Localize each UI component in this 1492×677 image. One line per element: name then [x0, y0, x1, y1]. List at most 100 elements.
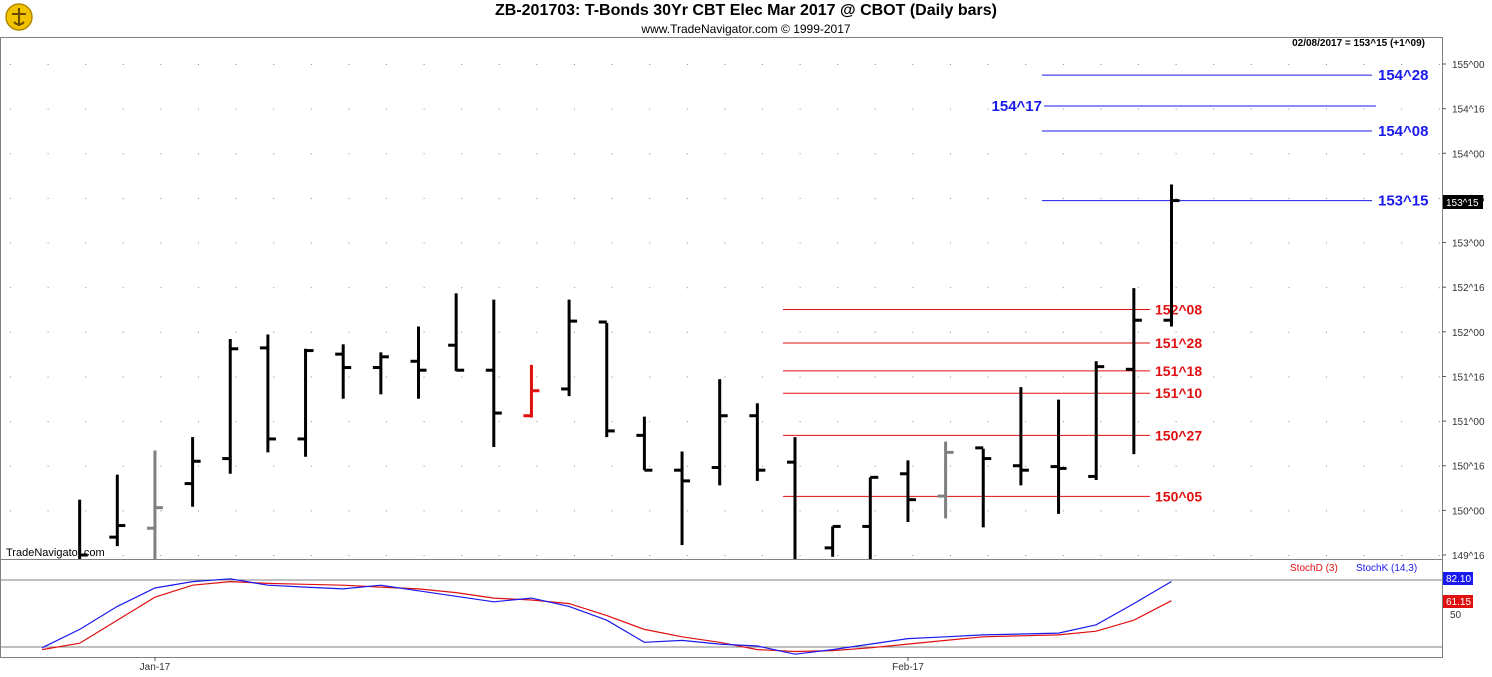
grid-dot: [85, 64, 87, 65]
grid-dot: [536, 197, 538, 199]
ohlc-bar: [787, 437, 797, 559]
grid-dot: [649, 555, 651, 556]
grid-dot: [649, 376, 651, 378]
grid-dot: [1100, 421, 1102, 423]
grid-dot: [1401, 197, 1403, 199]
ohlc-bar: [259, 334, 276, 453]
grid-dot: [1250, 376, 1252, 378]
grid-dot: [122, 331, 124, 333]
grid-dot: [1025, 331, 1027, 333]
ohlc-bar: [335, 344, 352, 399]
chart-subtitle: www.TradeNavigator.com © 1999-2017: [641, 22, 851, 36]
grid-dot: [649, 510, 651, 512]
grid-dot: [1175, 108, 1177, 110]
grid-dot: [950, 242, 951, 244]
grid-dot: [611, 242, 613, 244]
grid-dot: [536, 108, 538, 110]
grid-dot: [386, 421, 387, 423]
grid-dot: [1100, 465, 1102, 467]
grid-dot: [724, 287, 726, 289]
grid-dot: [1213, 331, 1215, 333]
watermark: TradeNavigator.com: [6, 547, 105, 559]
grid-dot: [273, 376, 275, 378]
ohlc-bar: [372, 352, 389, 395]
grid-dot: [987, 331, 989, 333]
grid-dot: [649, 197, 651, 199]
grid-dot: [1363, 376, 1365, 378]
grid-dot: [47, 421, 49, 423]
grid-dot: [1175, 555, 1177, 556]
grid-dot: [1363, 287, 1365, 289]
grid-dot: [198, 376, 199, 378]
grid-dot: [799, 108, 801, 110]
grid-dot: [574, 465, 575, 467]
grid-dot: [47, 108, 49, 110]
ohlc-bar: [146, 450, 163, 559]
grid-dot: [386, 153, 387, 155]
grid-dot: [611, 555, 613, 556]
grid-dot: [273, 510, 275, 512]
grid-dot: [574, 421, 575, 423]
grid-dot: [536, 465, 538, 467]
grid-dot: [47, 510, 49, 512]
grid-dot: [574, 197, 575, 199]
grid-dot: [498, 331, 500, 333]
price-levels: 154^28 154^17 154^08 153^15 152^08 151^28 151^…: [783, 67, 1428, 504]
grid-dot: [1438, 555, 1440, 556]
grid-dot: [874, 153, 876, 155]
grid-dot: [574, 510, 575, 512]
grid-dot: [1438, 197, 1440, 199]
grid-dot: [1288, 197, 1290, 199]
grid-dot: [1326, 287, 1327, 289]
grid-dot: [837, 465, 839, 467]
stochd-line: [41, 580, 1172, 653]
grid-dot: [686, 242, 688, 244]
grid-dot: [47, 331, 49, 333]
grid-dot: [386, 331, 387, 333]
grid-dot: [235, 287, 237, 289]
grid-dot: [386, 108, 387, 110]
grid-dot: [423, 108, 425, 110]
grid-dot: [498, 287, 500, 289]
price-tick-label: 150^16: [1452, 462, 1485, 473]
grid-dot: [273, 242, 275, 244]
grid-dot: [1025, 376, 1027, 378]
grid-dot: [235, 555, 237, 556]
grid-dot: [1025, 64, 1027, 65]
grid-dot: [1438, 465, 1440, 467]
grid-dot: [423, 287, 425, 289]
grid-dot: [1213, 153, 1215, 155]
stochd-legend: StochD (3): [1290, 563, 1338, 574]
grid-dot: [1250, 510, 1252, 512]
grid-dot: [122, 108, 124, 110]
grid-dot: [122, 153, 124, 155]
grid-dot: [574, 376, 575, 378]
grid-dot: [1175, 376, 1177, 378]
grid-dot: [160, 510, 162, 512]
grid-dot: [1326, 510, 1327, 512]
grid-dot: [762, 108, 763, 110]
grid-dot: [235, 376, 237, 378]
price-tick-label: 154^16: [1452, 105, 1485, 116]
grid-dot: [310, 331, 312, 333]
grid-dot: [85, 465, 87, 467]
grid-dot: [273, 331, 275, 333]
grid-dot: [310, 465, 312, 467]
price-tick-label: 155^00: [1452, 60, 1485, 71]
grid-dot: [198, 555, 199, 556]
grid-dot: [423, 331, 425, 333]
grid-dot: [987, 510, 989, 512]
ohlc-bar: [1088, 361, 1105, 481]
grid-dot: [386, 197, 387, 199]
grid-dot: [950, 108, 951, 110]
grid-dot: [649, 108, 651, 110]
grid-dot: [536, 64, 538, 65]
grid-dot: [1100, 555, 1102, 556]
grid-dot: [1213, 64, 1215, 65]
stochk-line: [41, 578, 1172, 655]
grid-dot: [348, 510, 350, 512]
grid-dot: [461, 64, 463, 65]
grid-dot: [1025, 555, 1027, 556]
grid-dot: [1025, 465, 1027, 467]
